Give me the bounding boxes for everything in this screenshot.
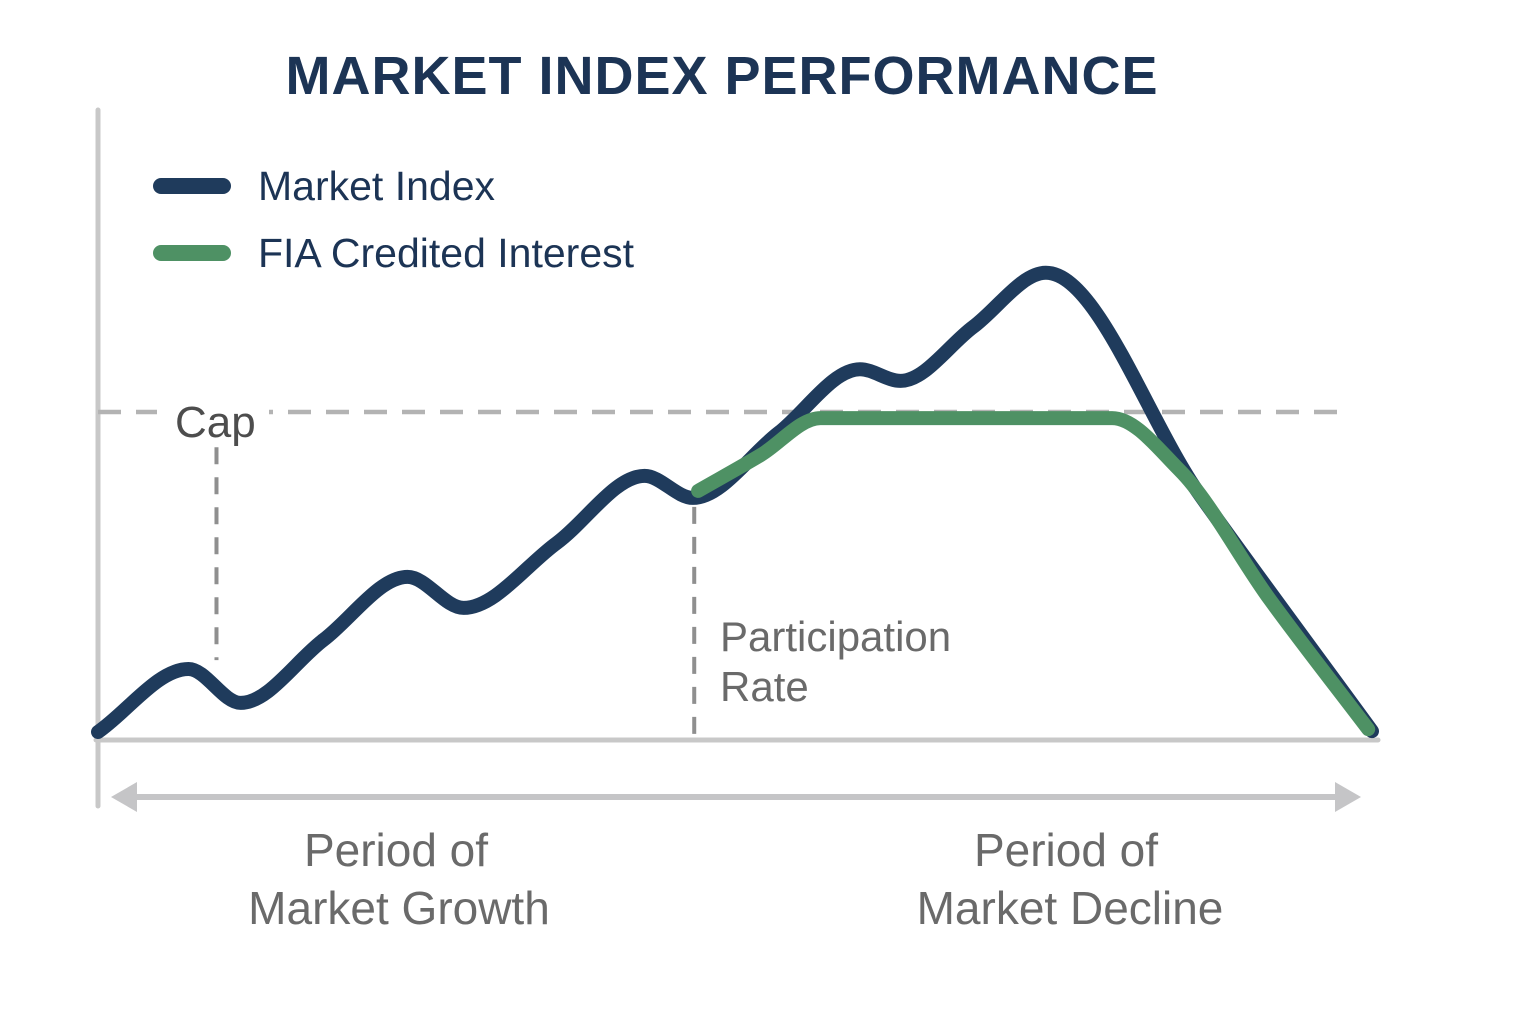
period-decline-label-line2: Market Decline: [917, 882, 1224, 934]
arrow-right-head-icon: [1335, 782, 1361, 812]
legend-label-fia: FIA Credited Interest: [258, 230, 635, 276]
period-decline-label-line1: Period of: [974, 824, 1158, 876]
participation-rate-label-line1: Participation: [720, 613, 951, 660]
legend-swatch-market-index-icon: [153, 178, 231, 194]
period-arrow: [111, 782, 1361, 812]
period-growth-label-line1: Period of: [304, 824, 488, 876]
period-growth-label-line2: Market Growth: [248, 882, 550, 934]
cap-label: Cap: [175, 398, 256, 447]
legend-label-market-index: Market Index: [258, 163, 495, 209]
market-index-line: [91, 265, 1379, 739]
fia-credited-interest-line: [691, 411, 1376, 737]
legend-swatch-fia-icon: [153, 245, 231, 261]
cap-label-background: [157, 397, 269, 431]
chart-title: MARKET INDEX PERFORMANCE: [285, 46, 1158, 106]
arrow-left-head-icon: [111, 782, 137, 812]
legend: Market Index FIA Credited Interest: [153, 163, 635, 276]
participation-rate-label-line2: Rate: [720, 663, 809, 710]
